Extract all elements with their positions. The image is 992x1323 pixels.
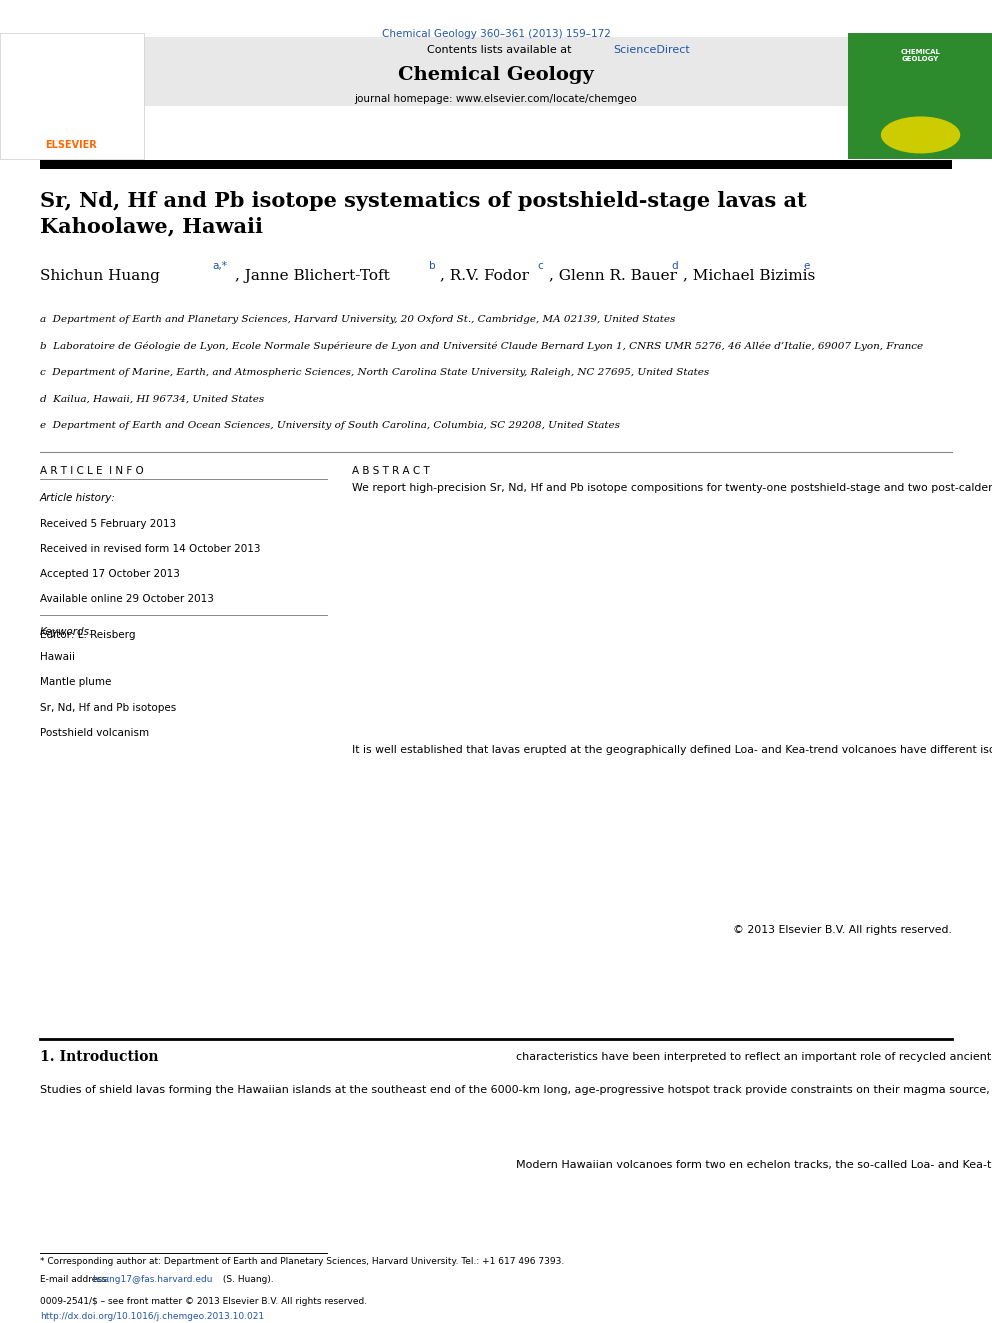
FancyBboxPatch shape [0,33,144,159]
Text: c  Department of Marine, Earth, and Atmospheric Sciences, North Carolina State U: c Department of Marine, Earth, and Atmos… [40,368,709,377]
Text: Accepted 17 October 2013: Accepted 17 October 2013 [40,569,180,579]
Text: We report high-precision Sr, Nd, Hf and Pb isotope compositions for twenty-one p: We report high-precision Sr, Nd, Hf and … [352,483,992,493]
Text: characteristics have been interpreted to reflect an important role of recycled a: characteristics have been interpreted to… [516,1052,992,1062]
Text: Sr, Nd, Hf and Pb isotope systematics of postshield-stage lavas at
Kahoolawe, Ha: Sr, Nd, Hf and Pb isotope systematics of… [40,191,806,235]
Text: a  Department of Earth and Planetary Sciences, Harvard University, 20 Oxford St.: a Department of Earth and Planetary Scie… [40,315,675,324]
Text: , Glenn R. Bauer: , Glenn R. Bauer [549,269,677,283]
Text: Article history:: Article history: [40,493,115,504]
Text: A R T I C L E  I N F O: A R T I C L E I N F O [40,466,144,476]
Text: Keywords:: Keywords: [40,627,93,638]
Text: A B S T R A C T: A B S T R A C T [352,466,430,476]
Text: Postshield volcanism: Postshield volcanism [40,728,149,738]
Text: Editor: L. Reisberg: Editor: L. Reisberg [40,630,135,640]
Text: CHEMICAL
GEOLOGY: CHEMICAL GEOLOGY [901,49,940,62]
Text: journal homepage: www.elsevier.com/locate/chemgeo: journal homepage: www.elsevier.com/locat… [354,94,638,105]
Text: Available online 29 October 2013: Available online 29 October 2013 [40,594,213,605]
Ellipse shape [881,116,960,153]
Text: Sr, Nd, Hf and Pb isotopes: Sr, Nd, Hf and Pb isotopes [40,703,176,713]
Text: , R.V. Fodor: , R.V. Fodor [440,269,530,283]
Text: , Janne Blichert-Toft: , Janne Blichert-Toft [235,269,390,283]
Text: © 2013 Elsevier B.V. All rights reserved.: © 2013 Elsevier B.V. All rights reserved… [733,925,952,935]
Text: a,*: a,* [212,261,227,271]
Text: b: b [429,261,435,271]
Text: Chemical Geology: Chemical Geology [398,66,594,85]
Text: E-mail address:: E-mail address: [40,1275,112,1285]
Text: Studies of shield lavas forming the Hawaiian islands at the southeast end of the: Studies of shield lavas forming the Hawa… [40,1085,992,1095]
Text: , Michael Bizimis: , Michael Bizimis [683,269,815,283]
Text: Contents lists available at: Contents lists available at [427,45,574,56]
Text: Hawaii: Hawaii [40,652,74,663]
Text: Received in revised form 14 October 2013: Received in revised form 14 October 2013 [40,544,260,554]
Text: Mantle plume: Mantle plume [40,677,111,688]
Text: 1. Introduction: 1. Introduction [40,1050,158,1065]
Text: b  Laboratoire de Géologie de Lyon, Ecole Normale Supérieure de Lyon and Univers: b Laboratoire de Géologie de Lyon, Ecole… [40,341,923,351]
FancyBboxPatch shape [848,33,992,159]
Text: http://dx.doi.org/10.1016/j.chemgeo.2013.10.021: http://dx.doi.org/10.1016/j.chemgeo.2013… [40,1312,264,1322]
Text: (S. Huang).: (S. Huang). [220,1275,274,1285]
Text: d: d [672,261,679,271]
Text: c: c [538,261,544,271]
Text: It is well established that lavas erupted at the geographically defined Loa- and: It is well established that lavas erupte… [352,745,992,755]
FancyBboxPatch shape [40,160,952,169]
Text: e: e [804,261,809,271]
Text: huang17@fas.harvard.edu: huang17@fas.harvard.edu [92,1275,212,1285]
Text: Shichun Huang: Shichun Huang [40,269,160,283]
Text: Chemical Geology 360–361 (2013) 159–172: Chemical Geology 360–361 (2013) 159–172 [382,29,610,40]
Text: Modern Hawaiian volcanoes form two en echelon tracks, the so-called Loa- and Kea: Modern Hawaiian volcanoes form two en ec… [516,1160,992,1171]
Text: * Corresponding author at: Department of Earth and Planetary Sciences, Harvard U: * Corresponding author at: Department of… [40,1257,563,1266]
FancyBboxPatch shape [139,37,853,106]
Text: e  Department of Earth and Ocean Sciences, University of South Carolina, Columbi: e Department of Earth and Ocean Sciences… [40,421,620,430]
Text: 0009-2541/$ – see front matter © 2013 Elsevier B.V. All rights reserved.: 0009-2541/$ – see front matter © 2013 El… [40,1297,367,1306]
Text: ELSEVIER: ELSEVIER [46,140,97,151]
Text: d  Kailua, Hawaii, HI 96734, United States: d Kailua, Hawaii, HI 96734, United State… [40,394,264,404]
Text: Received 5 February 2013: Received 5 February 2013 [40,519,176,529]
Text: ScienceDirect: ScienceDirect [613,45,689,56]
